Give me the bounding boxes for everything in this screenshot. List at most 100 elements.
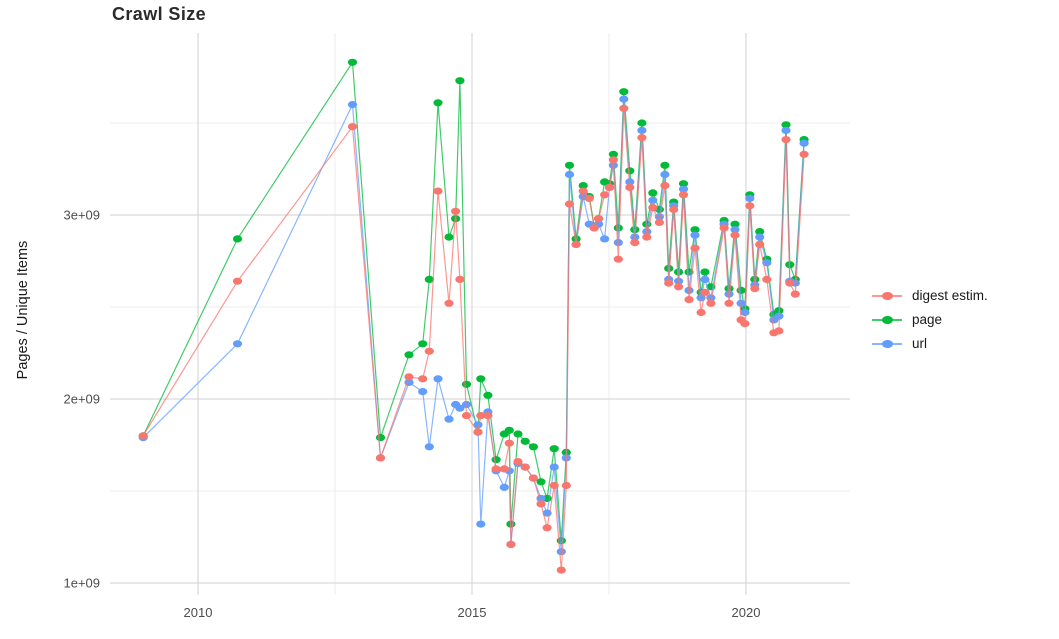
- data-point: [774, 327, 784, 335]
- data-point: [232, 340, 243, 348]
- data-point: [690, 231, 700, 239]
- data-point: [461, 412, 472, 420]
- data-point: [418, 340, 428, 348]
- data-point: [724, 299, 734, 307]
- series-line-page: [142, 60, 805, 541]
- legend-label: url: [912, 336, 928, 351]
- data-point: [347, 101, 358, 109]
- y-tick-label: 3e+09: [63, 208, 100, 223]
- data-point: [730, 220, 740, 228]
- data-point: [678, 191, 689, 199]
- data-point: [504, 426, 514, 434]
- data-point: [491, 456, 501, 464]
- data-point: [528, 443, 539, 451]
- data-point: [642, 233, 652, 241]
- data-point: [678, 180, 689, 188]
- data-point: [564, 170, 575, 179]
- data-point: [476, 520, 486, 528]
- data-point: [637, 119, 647, 127]
- data-point: [375, 454, 386, 462]
- data-point: [669, 205, 679, 214]
- data-point: [781, 121, 791, 129]
- data-point: [542, 524, 552, 532]
- data-point: [375, 434, 386, 442]
- legend-key-icon: [872, 289, 902, 303]
- data-point: [536, 500, 546, 508]
- data-point: [504, 439, 514, 447]
- data-point: [690, 226, 700, 234]
- data-point: [619, 104, 629, 112]
- series-line-url: [142, 99, 805, 552]
- data-point: [690, 244, 700, 252]
- data-point: [594, 215, 604, 223]
- data-point: [556, 566, 566, 574]
- data-point: [578, 182, 588, 190]
- data-point: [613, 255, 623, 263]
- data-point: [660, 161, 670, 169]
- data-point: [762, 259, 772, 267]
- data-point: [564, 161, 575, 169]
- data-point: [684, 296, 694, 304]
- data-point: [700, 268, 710, 276]
- data-point: [648, 204, 658, 212]
- data-point: [433, 99, 443, 107]
- legend-key-icon: [872, 313, 902, 327]
- legend-label: page: [912, 312, 943, 327]
- data-point: [455, 404, 465, 412]
- data-point: [660, 182, 670, 190]
- data-point: [232, 277, 243, 285]
- legend-label: digest estim.: [912, 288, 988, 303]
- data-point: [637, 126, 647, 134]
- data-point: [571, 240, 581, 248]
- data-point: [520, 437, 530, 445]
- x-tick-label: 2020: [732, 605, 761, 620]
- data-point: [433, 375, 443, 383]
- data-point: [578, 187, 588, 195]
- data-point: [736, 286, 746, 294]
- y-tick-label: 2e+09: [63, 392, 100, 407]
- data-point: [424, 347, 434, 355]
- data-point: [600, 235, 610, 243]
- data-point: [513, 458, 523, 466]
- data-point: [513, 430, 523, 438]
- data-point: [745, 194, 755, 202]
- legend-item-url: url: [872, 336, 988, 351]
- data-point: [625, 167, 635, 175]
- data-point: [499, 465, 509, 473]
- data-point: [444, 299, 454, 307]
- data-point: [232, 235, 243, 243]
- data-point: [755, 233, 765, 241]
- data-point: [556, 548, 566, 556]
- data-point: [736, 299, 746, 307]
- data-point: [637, 134, 647, 142]
- legend: digest estim. page url: [872, 288, 988, 351]
- data-point: [719, 224, 729, 232]
- data-point: [648, 189, 658, 197]
- data-point: [564, 200, 575, 208]
- data-point: [404, 351, 414, 359]
- data-point: [491, 465, 501, 473]
- x-tick-label: 2015: [458, 605, 487, 620]
- chart-title: Crawl Size: [112, 4, 207, 24]
- data-point: [520, 463, 530, 471]
- data-point: [745, 202, 755, 210]
- series-line-digest-estim-: [142, 108, 805, 571]
- data-point: [785, 279, 795, 287]
- data-point: [424, 443, 434, 451]
- data-point: [455, 275, 465, 283]
- y-axis-title: Pages / Unique Items: [15, 240, 31, 380]
- data-point: [625, 183, 635, 191]
- data-point: [549, 463, 559, 471]
- data-point: [483, 412, 493, 420]
- data-point: [138, 432, 148, 440]
- data-point: [461, 380, 472, 388]
- data-point: [483, 391, 493, 399]
- data-point: [619, 88, 629, 96]
- data-point: [561, 481, 571, 490]
- data-point: [584, 194, 594, 202]
- x-tick-label: 2010: [184, 605, 213, 620]
- data-point: [604, 183, 615, 191]
- data-point: [750, 285, 760, 293]
- data-point: [444, 233, 454, 241]
